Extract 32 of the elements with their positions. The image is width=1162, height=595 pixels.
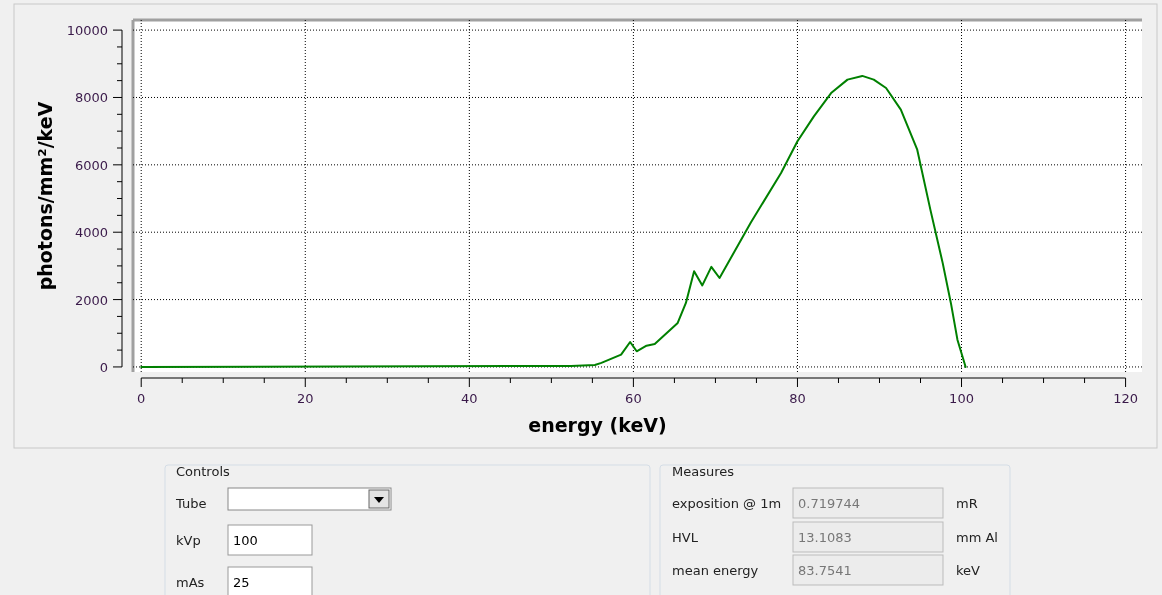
text: 25 (233, 575, 250, 590)
text: exposition @ 1m (672, 496, 782, 511)
x-tick-label: 40 (461, 391, 478, 406)
y-tick-label: 2000 (74, 292, 108, 308)
line-series (140, 74, 967, 368)
text: 0.719744 (798, 496, 861, 511)
text: 83.7541 (798, 563, 852, 578)
x-tick-label: 120 (1113, 391, 1139, 406)
x-tick-label: 60 (625, 391, 642, 406)
text: Measures (672, 464, 735, 479)
text: Controls (176, 464, 230, 479)
text: Tube (175, 496, 207, 511)
y-tick-label: 0 (99, 359, 108, 375)
x-tick-label: 100 (949, 391, 974, 406)
x-tick-label: 80 (789, 391, 806, 406)
x-axis-title: energy (keV) (528, 414, 667, 436)
y-axis-title: photons/mm²/keV (34, 101, 56, 291)
text: mR (956, 496, 978, 511)
y-tick-label: 8000 (74, 90, 108, 106)
y-tick-label: 6000 (74, 157, 108, 173)
x-tick-label: 0 (137, 391, 146, 406)
text: mm Al (956, 530, 998, 545)
text: HVL (672, 530, 699, 545)
text: 100 (233, 533, 258, 548)
text: keV (956, 563, 981, 578)
y-tick-label: 10000 (66, 23, 108, 39)
y-tick-label: 4000 (74, 225, 108, 241)
text: mean energy (672, 563, 759, 578)
text: mAs (176, 575, 205, 590)
x-tick-label: 20 (296, 391, 314, 406)
text: 13.1083 (798, 530, 852, 545)
text: kVp (176, 533, 201, 548)
